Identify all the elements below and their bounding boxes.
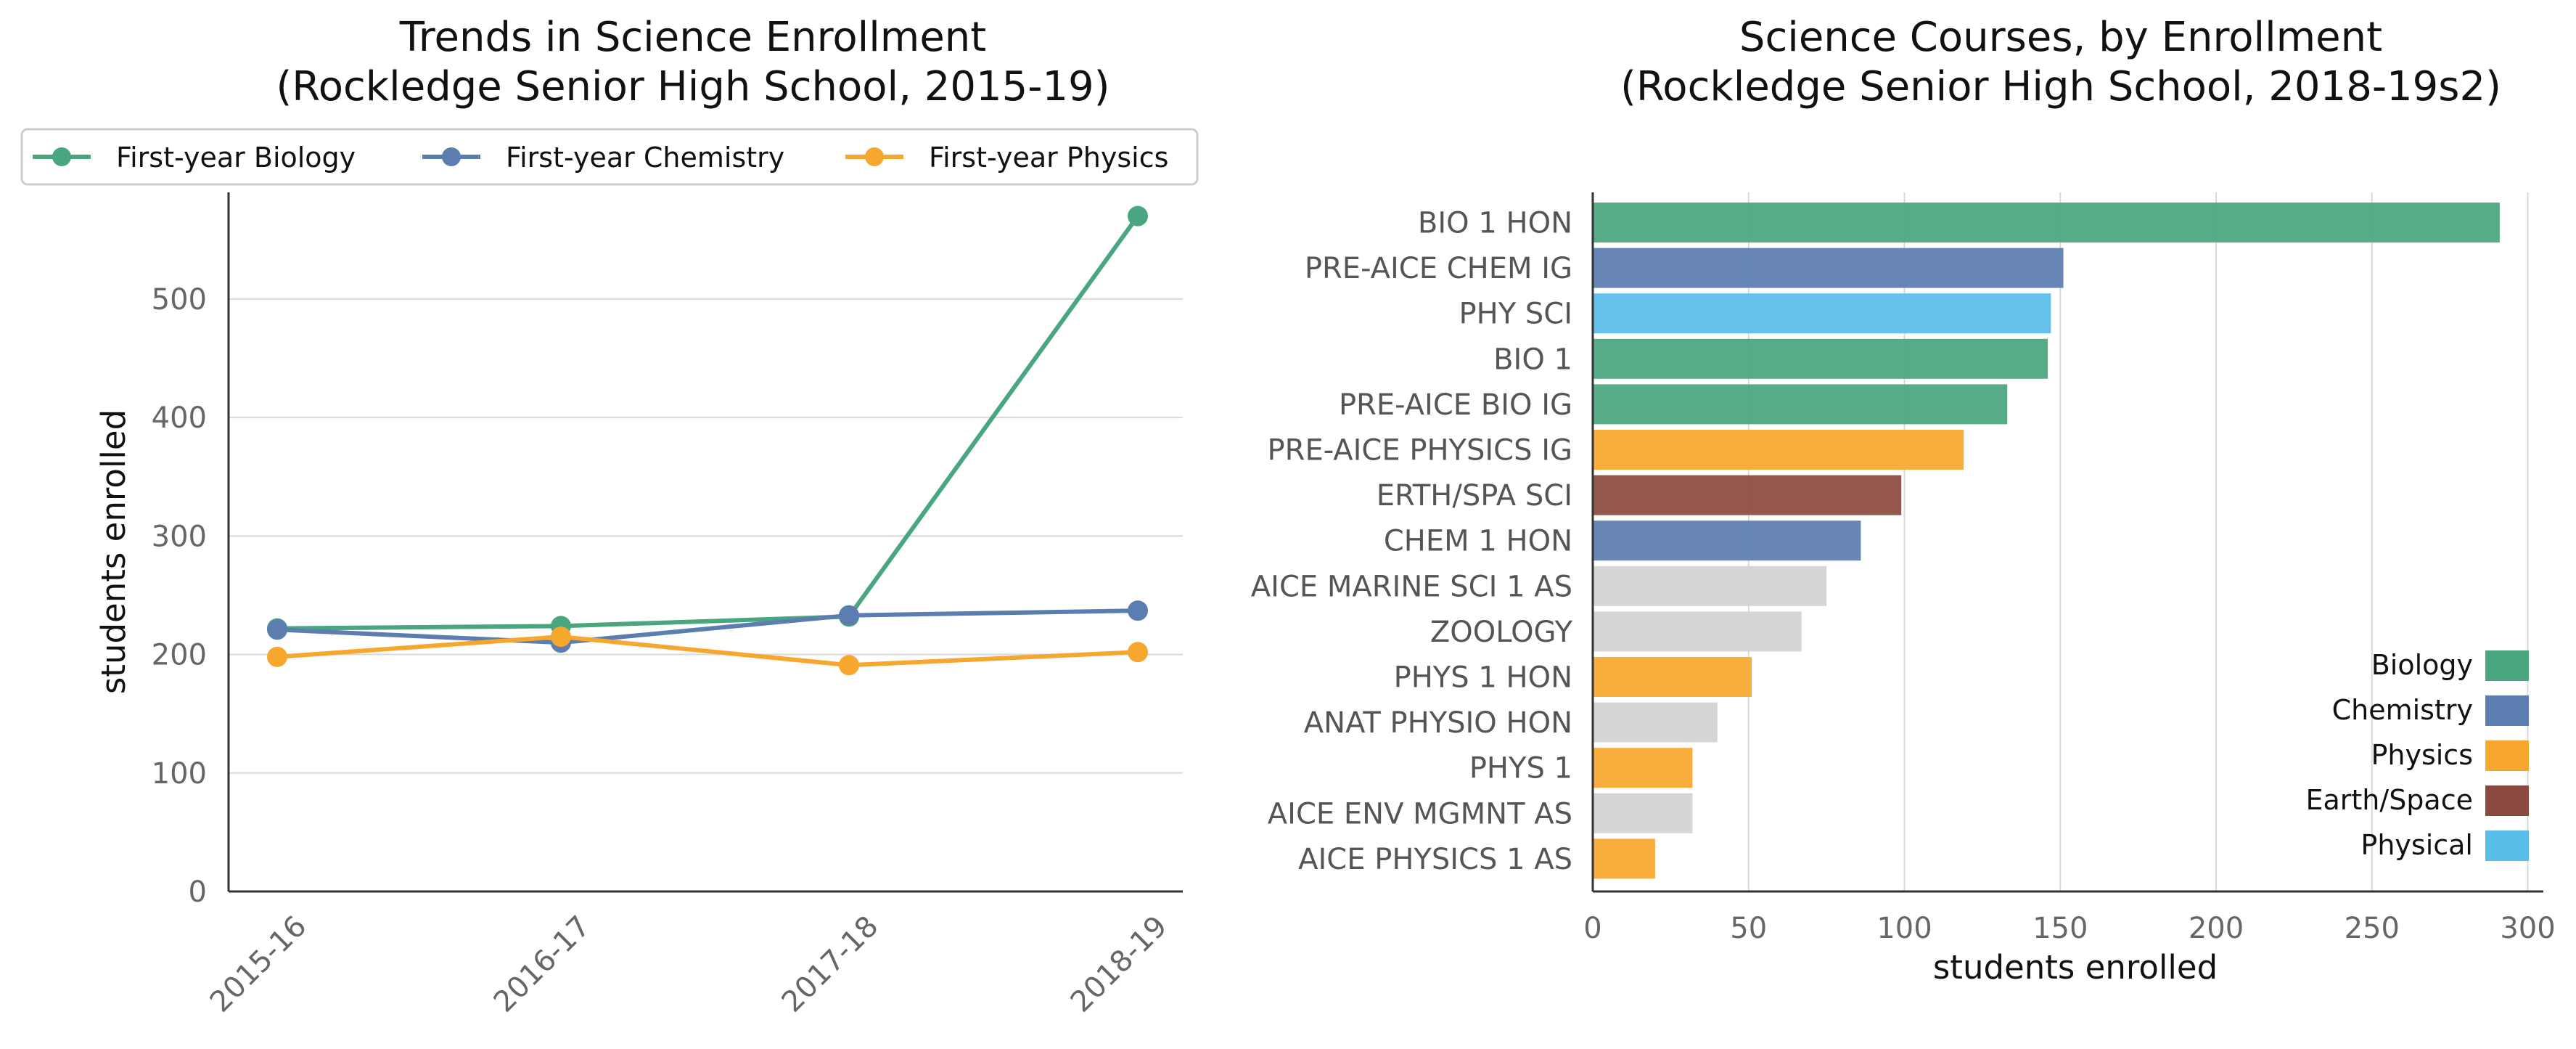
bar-chart-legend: Biology Chemistry Physics Earth/Space Physic…	[2305, 649, 2529, 861]
bar-chart-bars: BIO 1 HON PRE-AICE CHEM IG PHY SCI BIO 1 PRE…	[1251, 203, 2500, 879]
bar-x-tick-label: 50	[1730, 912, 1767, 945]
legend-swatch-earth-space	[2485, 785, 2529, 816]
line-chart-legend: First-year Biology First-year Chemistry Fi…	[20, 128, 1199, 186]
bar-category-label: ZOOLOGY	[1430, 616, 1573, 649]
legend-label-physics: Physics	[2371, 739, 2473, 771]
bar-category-label: PRE-AICE CHEM IG	[1305, 252, 1572, 285]
bar-category-label: PRE-AICE PHYSICS IG	[1268, 434, 1572, 468]
bar-aice-marine-sci-1-as	[1593, 566, 1827, 606]
legend-label-first-year-physics: First-year Physics	[929, 142, 1168, 174]
legend-swatch-biology	[2485, 650, 2529, 681]
bar-chart-subtitle: (Rockledge Senior High School, 2018-19s2…	[1620, 63, 2501, 110]
data-point-first-year-biology	[1128, 205, 1148, 226]
legend-swatch-chemistry	[2485, 695, 2529, 726]
bar-category-label: BIO 1 HON	[1418, 207, 1572, 240]
line-y-tick-label: 200	[152, 639, 207, 672]
line-y-tick-label: 400	[152, 401, 207, 435]
bar-category-label: PHYS 1 HON	[1394, 661, 1572, 695]
line-chart-axes: 0 100 200 300 400 500 2015-16 2016-17 2017-18 201…	[152, 192, 1183, 1019]
line-legend-frame	[20, 128, 1199, 186]
series-line-first-year-chemistry	[276, 608, 1139, 645]
line-x-tick-label: 2018-19	[1065, 910, 1174, 1019]
legend-label-physical: Physical	[2360, 829, 2473, 861]
data-point-first-year-chemistry	[839, 605, 859, 626]
line-chart-ylabel: students enrolled	[94, 409, 133, 694]
line-y-tick-label: 300	[152, 520, 207, 553]
bar-chem-1-hon	[1593, 521, 1861, 561]
bar-bio-1	[1593, 338, 2048, 379]
data-point-first-year-physics	[267, 646, 287, 667]
bar-chart-xlabel: students enrolled	[1933, 948, 2218, 987]
bar-category-label: AICE MARINE SCI 1 AS	[1251, 570, 1572, 603]
legend-marker-first-year-physics	[865, 147, 884, 166]
line-chart: Trends in Science Enrollment (Rockledge …	[20, 14, 1199, 1019]
bar-chart-title: Science Courses, by Enrollment	[1739, 14, 2382, 61]
bar-x-tick-label: 250	[2345, 912, 2400, 945]
bar-phys-1	[1593, 748, 1693, 788]
line-x-tick-label: 2016-17	[488, 910, 597, 1019]
bar-pre-aice-bio-ig	[1593, 384, 2008, 425]
data-point-first-year-chemistry	[1128, 600, 1148, 621]
bar-category-label: PHY SCI	[1459, 298, 1572, 331]
line-x-tick-label: 2015-16	[204, 910, 313, 1019]
line-x-tick-label: 2017-18	[776, 910, 885, 1019]
data-point-first-year-chemistry	[267, 619, 287, 640]
legend-label-chemistry: Chemistry	[2332, 694, 2473, 726]
bar-x-tick-label: 100	[1876, 912, 1932, 945]
bar-pre-aice-chem-ig	[1593, 248, 2064, 288]
legend-marker-first-year-chemistry	[442, 147, 461, 166]
legend-label-biology: Biology	[2371, 649, 2473, 681]
bar-x-tick-label: 0	[1583, 912, 1601, 945]
line-chart-title: Trends in Science Enrollment	[399, 14, 986, 61]
bar-chart-axes: 0 50 100 150 200 250 300	[1583, 192, 2556, 945]
bar-category-label: PHYS 1	[1469, 752, 1572, 785]
bar-aice-env-mgmnt-as	[1593, 793, 1693, 833]
line-y-tick-label: 0	[189, 875, 207, 909]
legend-swatch-physical	[2485, 830, 2529, 861]
data-point-first-year-physics	[551, 626, 571, 648]
line-y-tick-label: 500	[152, 283, 207, 317]
data-point-first-year-physics	[839, 655, 859, 676]
data-point-first-year-physics	[1128, 642, 1148, 663]
legend-label-first-year-chemistry: First-year Chemistry	[506, 142, 784, 174]
bar-x-tick-label: 200	[2189, 912, 2244, 945]
legend-swatch-physics	[2485, 740, 2529, 771]
bar-bio-1-hon	[1593, 203, 2500, 242]
series-line-first-year-physics	[276, 634, 1139, 668]
line-chart-subtitle: (Rockledge Senior High School, 2015-19)	[276, 63, 1109, 110]
legend-label-first-year-biology: First-year Biology	[116, 142, 356, 174]
bar-category-label: ERTH/SPA SCI	[1377, 479, 1572, 513]
bar-aice-physics-1-as	[1593, 838, 1655, 879]
bar-category-label: PRE-AICE BIO IG	[1339, 388, 1572, 422]
legend-label-earth-space: Earth/Space	[2305, 784, 2473, 816]
bar-category-label: AICE ENV MGMNT AS	[1268, 797, 1572, 830]
bar-x-tick-label: 300	[2500, 912, 2555, 945]
bar-category-label: AICE PHYSICS 1 AS	[1298, 843, 1572, 876]
line-y-tick-label: 100	[152, 757, 207, 791]
bar-chart: Science Courses, by Enrollment (Rockledg…	[1251, 14, 2556, 987]
line-chart-series	[267, 205, 1148, 676]
bar-pre-aice-physics-ig	[1593, 430, 1964, 470]
bar-category-label: ANAT PHYSIO HON	[1304, 706, 1572, 740]
bar-zoology	[1593, 611, 1802, 652]
bar-category-label: BIO 1	[1493, 343, 1572, 376]
bar-phys-1-hon	[1593, 657, 1752, 697]
bar-category-label: CHEM 1 HON	[1384, 525, 1572, 558]
bar-x-tick-label: 150	[2033, 912, 2088, 945]
series-line-first-year-biology	[276, 214, 1140, 631]
line-chart-grid	[229, 298, 1183, 774]
bar-erth-spa-sci	[1593, 475, 1902, 515]
bar-anat-physio-hon	[1593, 702, 1718, 743]
legend-marker-first-year-biology	[52, 147, 71, 166]
bar-phy-sci	[1593, 293, 2051, 334]
